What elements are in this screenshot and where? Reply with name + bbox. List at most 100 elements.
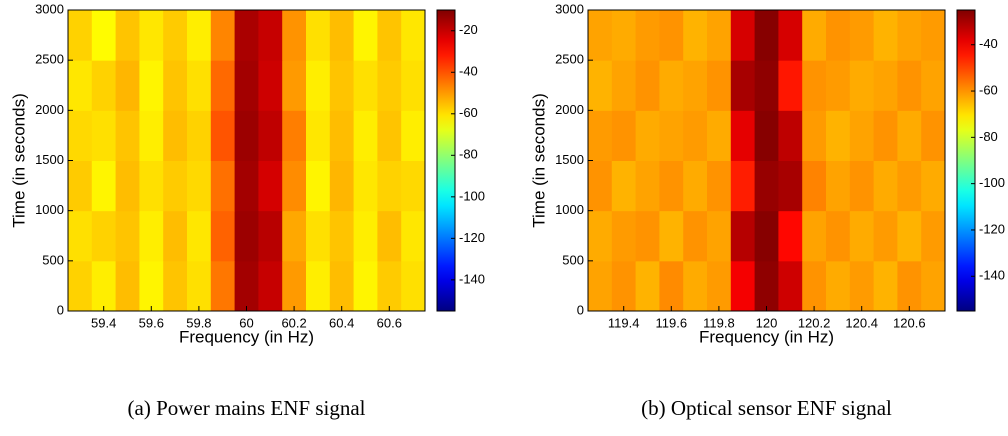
colorbar-tick-label: -100: [459, 188, 485, 203]
heat-cell: [401, 60, 426, 111]
heat-cell: [68, 210, 93, 262]
heat-cell: [921, 110, 946, 161]
heat-cell: [329, 160, 355, 212]
y-axis-label: Time (in seconds): [529, 93, 548, 227]
heat-cell: [707, 260, 732, 312]
heat-cell: [707, 160, 732, 212]
heat-cell: [611, 110, 637, 161]
heat-cell: [234, 10, 259, 61]
heat-cell: [282, 60, 307, 111]
heat-cell: [897, 210, 922, 262]
x-tick-label: 119.4: [608, 315, 640, 330]
heat-cell: [234, 260, 259, 312]
heat-cell: [353, 260, 378, 312]
y-tick-label: 0: [577, 302, 584, 317]
heat-cell: [611, 260, 637, 312]
heat-cell: [258, 10, 283, 61]
heat-cell: [258, 260, 283, 312]
x-axis-label: Frequency (in Hz): [699, 327, 834, 346]
heat-cell: [401, 210, 426, 262]
colorbar: [436, 9, 456, 312]
heat-cell: [826, 60, 851, 111]
heat-cell: [802, 10, 827, 61]
colorbar-tick-label: -20: [459, 22, 478, 37]
y-tick-label: 2000: [555, 102, 584, 117]
heat-cell: [778, 10, 803, 61]
heat-cell: [921, 260, 946, 312]
heat-cell: [897, 60, 922, 111]
x-tick-label: 120.2: [798, 315, 831, 330]
heat-cell: [282, 10, 307, 61]
heat-cell: [329, 60, 355, 111]
heat-cell: [659, 260, 684, 312]
heat-cell: [683, 10, 708, 61]
heat-cell: [91, 260, 117, 312]
heat-cell: [849, 210, 875, 262]
heat-cell: [91, 10, 117, 61]
heat-cell: [754, 210, 779, 262]
heat-cell: [210, 10, 236, 61]
heat-cell: [401, 110, 426, 161]
heat-cell: [139, 260, 164, 312]
heat-cell: [139, 160, 164, 212]
heat-cell: [826, 210, 851, 262]
heat-cell: [139, 60, 164, 111]
x-tick-label: 60: [239, 315, 253, 330]
x-tick-label: 60.6: [377, 315, 402, 330]
heat-cell: [730, 210, 756, 262]
heat-cell: [115, 110, 140, 161]
heat-cell: [91, 110, 117, 161]
heat-cell: [778, 110, 803, 161]
heat-cell: [353, 160, 378, 212]
heat-cell: [707, 110, 732, 161]
heat-cell: [730, 260, 756, 312]
colorbar-tick-label: -80: [459, 147, 478, 162]
heat-cell: [377, 110, 402, 161]
heat-cell: [163, 210, 188, 262]
y-tick-label: 3000: [35, 1, 64, 16]
heat-cell: [115, 210, 140, 262]
heat-cell: [258, 60, 283, 111]
heat-cell: [897, 260, 922, 312]
x-tick-label: 60.4: [329, 315, 354, 330]
heat-cell: [282, 110, 307, 161]
heat-cell: [258, 160, 283, 212]
y-tick-label: 3000: [555, 1, 584, 16]
heat-cell: [377, 210, 402, 262]
heat-cell: [921, 60, 946, 111]
y-tick-label: 500: [562, 252, 584, 267]
heat-cell: [826, 160, 851, 212]
colorbar-tick-label: -60: [459, 105, 478, 120]
heat-cell: [187, 160, 212, 212]
x-tick-label: 59.4: [91, 315, 116, 330]
heat-cell: [68, 160, 93, 212]
colorbar-tick-label: -140: [459, 271, 485, 286]
heat-cell: [210, 60, 236, 111]
heat-cell: [163, 110, 188, 161]
heat-cell: [306, 260, 331, 312]
heat-cell: [873, 60, 898, 111]
heat-cell: [802, 110, 827, 161]
heat-cell: [234, 110, 259, 161]
heat-cell: [849, 260, 875, 312]
heat-cell: [115, 10, 140, 61]
heat-cell: [778, 210, 803, 262]
heat-cell: [611, 210, 637, 262]
colorbar-tick-label: -140: [979, 268, 1005, 283]
heat-cell: [754, 260, 779, 312]
heat-cell: [115, 260, 140, 312]
heat-cell: [849, 10, 875, 61]
heat-cell: [306, 60, 331, 111]
heat-cell: [210, 210, 236, 262]
heat-cell: [730, 160, 756, 212]
heat-cell: [588, 10, 613, 61]
heat-cell: [849, 160, 875, 212]
heat-cell: [707, 10, 732, 61]
heat-cell: [68, 110, 93, 161]
y-tick-label: 2500: [555, 52, 584, 67]
heat-cell: [778, 60, 803, 111]
heat-cell: [683, 60, 708, 111]
heat-cell: [873, 110, 898, 161]
colorbar-tick-label: -120: [979, 221, 1005, 236]
